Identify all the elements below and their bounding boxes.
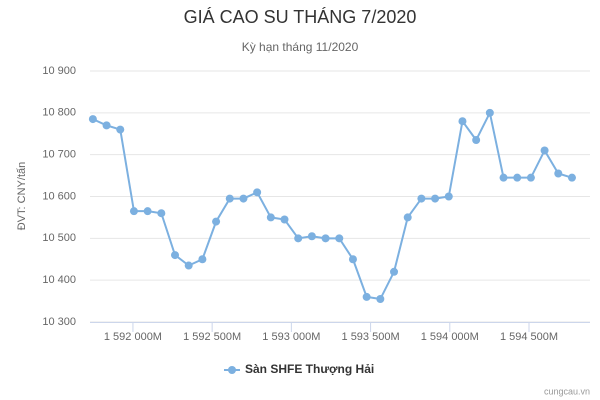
marker — [376, 294, 385, 303]
marker — [321, 234, 330, 243]
y-tick-label: 10 900 — [42, 65, 76, 77]
x-tick-label: 1 592 500M — [183, 331, 241, 343]
x-tick-label: 1 594 500M — [500, 331, 558, 343]
marker — [198, 255, 207, 264]
chart-title: GIÁ CAO SU THÁNG 7/2020 — [184, 7, 417, 27]
marker — [88, 115, 97, 124]
line — [92, 109, 573, 301]
marker — [554, 169, 563, 178]
marker — [567, 173, 576, 182]
marker — [307, 232, 316, 241]
chart-subtitle: Kỳ hạn tháng 11/2020 — [242, 40, 359, 54]
marker — [129, 207, 138, 216]
marker — [458, 117, 467, 126]
y-tick-label: 10 300 — [42, 316, 76, 328]
y-axis-label: ĐVT: CNY/tấn — [16, 162, 28, 230]
marker — [253, 188, 262, 197]
marker — [116, 125, 125, 134]
x-tick-label: 1 594 000M — [421, 331, 479, 343]
marker — [485, 108, 494, 117]
x-tick-label: 1 593 000M — [262, 331, 320, 343]
marker — [171, 251, 180, 260]
marker — [294, 234, 303, 243]
marker — [266, 213, 275, 222]
y-tick-label: 10 800 — [42, 107, 76, 119]
marker — [335, 234, 344, 243]
marker — [431, 194, 440, 203]
y-tick-label: 10 700 — [42, 149, 76, 161]
y-tick-label: 10 600 — [42, 190, 76, 202]
marker — [212, 217, 221, 226]
marker — [362, 292, 371, 301]
y-tick-label: 10 400 — [42, 274, 76, 286]
marker — [184, 261, 193, 270]
marker — [526, 173, 535, 182]
marker — [417, 194, 426, 203]
y-tick-label: 10 500 — [42, 232, 76, 244]
marker — [540, 146, 549, 155]
x-tick-label: 1 593 500M — [342, 331, 400, 343]
marker — [143, 207, 152, 216]
marker — [403, 213, 412, 222]
marker — [225, 194, 234, 203]
marker — [390, 267, 399, 276]
credits: cungcau.vn — [544, 386, 590, 396]
marker — [102, 121, 111, 130]
marker — [157, 209, 166, 218]
marker — [280, 215, 289, 224]
marker — [499, 173, 508, 182]
marker — [472, 136, 481, 145]
marker — [444, 192, 453, 201]
legend-label: Sàn SHFE Thượng Hải — [245, 362, 374, 376]
x-tick-label: 1 592 000M — [104, 331, 162, 343]
marker — [513, 173, 522, 182]
marker — [348, 255, 357, 264]
marker — [239, 194, 248, 203]
legend-marker — [228, 366, 236, 374]
